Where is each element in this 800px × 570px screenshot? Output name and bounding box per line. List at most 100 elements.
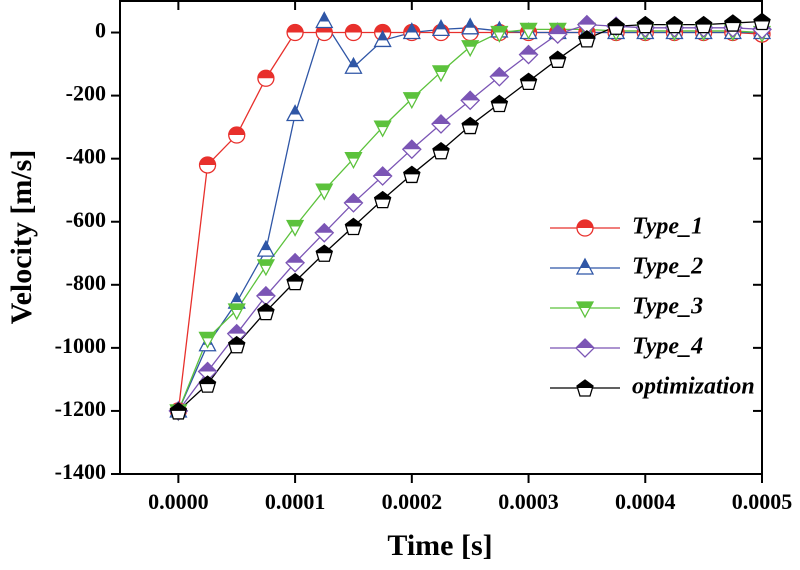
marker-fill	[316, 184, 333, 191]
marker-fill	[608, 18, 625, 27]
marker-fill	[403, 92, 420, 99]
marker	[575, 338, 595, 358]
marker-fill	[374, 24, 391, 33]
plot-frame	[119, 0, 763, 475]
y-tick-label: -1000	[55, 333, 106, 358]
marker	[227, 335, 246, 354]
marker-fill	[257, 259, 274, 266]
marker-fill	[261, 241, 271, 251]
marker-fill	[520, 23, 537, 30]
marker-fill	[577, 380, 593, 388]
marker-fill	[491, 95, 508, 104]
marker-fill	[403, 166, 420, 175]
marker	[432, 141, 450, 160]
marker	[344, 56, 363, 74]
marker-fill	[290, 105, 300, 115]
marker	[636, 15, 655, 34]
marker	[665, 15, 684, 34]
marker	[373, 30, 392, 48]
marker-fill	[198, 362, 217, 372]
marker-fill	[199, 332, 216, 339]
marker-fill	[316, 245, 333, 254]
marker-fill	[462, 40, 479, 47]
marker-fill	[577, 220, 593, 228]
marker-fill	[287, 24, 304, 33]
marker	[314, 222, 335, 243]
marker	[228, 126, 246, 144]
marker	[344, 152, 363, 170]
marker	[461, 40, 480, 58]
marker	[578, 30, 596, 48]
marker	[402, 92, 421, 110]
marker-fill	[199, 157, 216, 165]
x-tick-label: 0.0004	[615, 489, 676, 514]
marker-fill	[433, 142, 449, 151]
marker-fill	[377, 31, 388, 41]
marker	[315, 244, 334, 262]
marker	[519, 22, 538, 40]
marker	[256, 259, 275, 277]
marker-fill	[374, 121, 391, 128]
marker-fill	[345, 152, 362, 159]
marker-fill	[490, 67, 509, 77]
marker	[198, 331, 217, 349]
marker-fill	[345, 218, 362, 227]
marker-fill	[228, 127, 245, 136]
marker-fill	[344, 193, 363, 203]
marker	[724, 14, 742, 32]
marker-fill	[754, 13, 770, 22]
y-axis-label: Velocity [m/s]	[5, 150, 38, 325]
marker-fill	[462, 117, 479, 126]
marker	[286, 23, 304, 42]
marker	[576, 219, 594, 237]
marker	[576, 379, 594, 397]
marker-fill	[491, 26, 508, 33]
marker-fill	[286, 253, 305, 263]
x-tick-label: 0.0002	[382, 489, 443, 514]
x-tick-label: 0.0003	[498, 489, 559, 514]
y-tick-label: -400	[66, 144, 106, 169]
y-tick-label: -200	[66, 81, 106, 106]
marker	[315, 183, 334, 201]
legend-label: Type_2	[632, 254, 703, 280]
marker	[286, 272, 304, 291]
y-tick-label: -800	[66, 270, 106, 295]
marker	[286, 219, 305, 237]
marker-fill	[257, 70, 274, 79]
marker	[198, 375, 217, 393]
marker	[372, 166, 393, 186]
marker	[490, 25, 509, 43]
marker	[285, 252, 306, 273]
marker	[518, 44, 539, 65]
marker	[257, 302, 275, 321]
legend-label: optimization	[632, 374, 755, 400]
marker	[169, 402, 188, 420]
marker-fill	[231, 293, 242, 303]
marker-fill	[228, 336, 245, 345]
marker-fill	[637, 16, 654, 25]
marker	[431, 114, 451, 134]
y-tick-label: -600	[66, 207, 106, 232]
marker-fill	[695, 16, 712, 25]
marker-fill	[319, 12, 330, 22]
marker-fill	[549, 51, 566, 60]
marker-fill	[548, 25, 567, 35]
marker-fill	[257, 303, 274, 312]
marker-fill	[724, 15, 741, 24]
marker	[373, 190, 392, 209]
marker	[373, 120, 392, 138]
y-tick-label: -1200	[55, 396, 106, 421]
marker-fill	[436, 20, 446, 30]
marker	[548, 50, 567, 68]
marker-fill	[228, 304, 245, 311]
marker-fill	[577, 15, 596, 25]
marker-fill	[315, 223, 334, 233]
marker-fill	[287, 273, 304, 282]
marker	[575, 301, 595, 319]
marker	[344, 23, 363, 42]
marker-fill	[461, 91, 480, 101]
marker-fill	[578, 30, 595, 39]
marker	[607, 17, 625, 35]
marker	[431, 65, 451, 83]
